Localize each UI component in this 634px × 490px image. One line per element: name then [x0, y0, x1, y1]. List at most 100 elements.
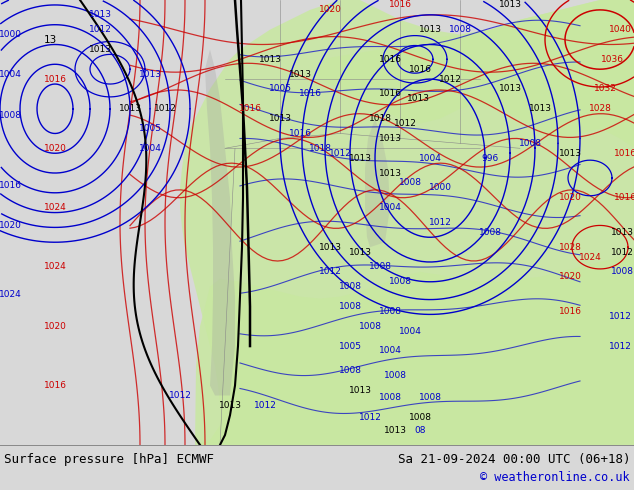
- Text: 1040: 1040: [609, 25, 631, 34]
- Text: 1036: 1036: [600, 55, 623, 64]
- Text: 1008: 1008: [389, 277, 411, 286]
- Text: 1013: 1013: [349, 154, 372, 163]
- Text: 1016: 1016: [0, 181, 22, 191]
- Polygon shape: [315, 0, 634, 148]
- Text: 1012: 1012: [429, 218, 451, 227]
- Polygon shape: [365, 119, 390, 247]
- Text: 1016: 1016: [378, 55, 401, 64]
- Text: 1024: 1024: [0, 290, 22, 299]
- Text: 1004: 1004: [0, 70, 22, 79]
- Text: 1013: 1013: [611, 228, 633, 237]
- Text: 1016: 1016: [408, 65, 432, 74]
- Text: 1016: 1016: [614, 149, 634, 158]
- Text: 1013: 1013: [498, 84, 522, 94]
- Text: 1000: 1000: [429, 183, 451, 193]
- Text: 1012: 1012: [609, 312, 631, 321]
- Text: 1013: 1013: [418, 25, 441, 34]
- Text: Sa 21-09-2024 00:00 UTC (06+18): Sa 21-09-2024 00:00 UTC (06+18): [398, 453, 630, 466]
- Text: 1012: 1012: [169, 391, 191, 400]
- Text: 13: 13: [43, 35, 56, 45]
- Text: 1016: 1016: [44, 74, 67, 84]
- Text: 1008: 1008: [408, 413, 432, 422]
- Text: 1004: 1004: [399, 327, 422, 336]
- Text: 1013: 1013: [349, 247, 372, 257]
- Text: 1013: 1013: [138, 70, 162, 79]
- Text: 1012: 1012: [89, 25, 112, 34]
- Text: 08: 08: [414, 426, 426, 435]
- Text: 1016: 1016: [288, 129, 311, 138]
- Text: 1004: 1004: [378, 203, 401, 212]
- Text: 1018: 1018: [309, 144, 332, 153]
- Text: 1012: 1012: [439, 74, 462, 84]
- Text: 1004: 1004: [378, 346, 401, 355]
- Text: 1020: 1020: [44, 322, 67, 331]
- Text: © weatheronline.co.uk: © weatheronline.co.uk: [481, 471, 630, 484]
- Text: 1024: 1024: [44, 263, 67, 271]
- Text: 1016: 1016: [389, 0, 411, 9]
- Text: 1013: 1013: [219, 401, 242, 410]
- Text: 1013: 1013: [406, 95, 429, 103]
- Text: 1020: 1020: [559, 193, 581, 202]
- Text: 996: 996: [481, 154, 498, 163]
- Text: 1008: 1008: [368, 263, 392, 271]
- Text: 1008: 1008: [358, 322, 382, 331]
- Text: 1013: 1013: [259, 55, 281, 64]
- Text: 1012: 1012: [328, 149, 351, 158]
- Text: 1008: 1008: [611, 268, 633, 276]
- Text: 1012: 1012: [254, 401, 276, 410]
- Text: 1013: 1013: [529, 104, 552, 113]
- Text: 1008: 1008: [339, 282, 361, 291]
- Text: 1005: 1005: [269, 84, 292, 94]
- Text: 1008: 1008: [384, 371, 406, 380]
- Text: 1012: 1012: [318, 268, 342, 276]
- Polygon shape: [180, 0, 634, 445]
- Text: 1013: 1013: [378, 134, 401, 143]
- Text: 1012: 1012: [609, 342, 631, 350]
- Text: 1008: 1008: [0, 111, 22, 120]
- Text: 1008: 1008: [479, 228, 501, 237]
- Text: 1008: 1008: [519, 139, 541, 148]
- Text: 1012: 1012: [611, 247, 633, 257]
- Text: 1013: 1013: [559, 149, 581, 158]
- Text: 1013: 1013: [288, 70, 311, 79]
- Text: 1004: 1004: [139, 144, 162, 153]
- Text: 1008: 1008: [339, 302, 361, 311]
- Text: 1032: 1032: [593, 84, 616, 94]
- Text: 1013: 1013: [89, 10, 112, 19]
- Text: 1028: 1028: [559, 243, 581, 252]
- Text: 1013: 1013: [378, 169, 401, 177]
- Text: 1028: 1028: [588, 104, 611, 113]
- Text: 1020: 1020: [0, 221, 22, 230]
- Text: 1013: 1013: [269, 114, 292, 123]
- Text: 1020: 1020: [44, 144, 67, 153]
- Text: 1008: 1008: [418, 393, 441, 402]
- Text: 1012: 1012: [359, 413, 382, 422]
- Polygon shape: [195, 247, 634, 445]
- Text: 1012: 1012: [394, 119, 417, 128]
- Text: 1013: 1013: [384, 426, 406, 435]
- Text: 1016: 1016: [44, 381, 67, 390]
- Polygon shape: [205, 49, 235, 395]
- Text: 1024: 1024: [579, 252, 602, 262]
- Text: 1016: 1016: [614, 193, 634, 202]
- Text: 1024: 1024: [44, 203, 67, 212]
- Text: 1013: 1013: [498, 0, 522, 9]
- Text: 1016: 1016: [299, 90, 321, 98]
- Text: 1004: 1004: [418, 154, 441, 163]
- Text: 1013: 1013: [89, 45, 112, 54]
- Text: 1016: 1016: [378, 90, 401, 98]
- Text: 1000: 1000: [0, 30, 22, 39]
- Text: 1012: 1012: [153, 104, 176, 113]
- Text: 1008: 1008: [448, 25, 472, 34]
- Text: 1016: 1016: [238, 104, 261, 113]
- Text: 1020: 1020: [318, 5, 342, 14]
- Text: 1018: 1018: [368, 114, 392, 123]
- Text: 1013: 1013: [349, 386, 372, 395]
- Text: 1013: 1013: [318, 243, 342, 252]
- Text: 1008: 1008: [399, 178, 422, 187]
- Text: 1008: 1008: [378, 393, 401, 402]
- Text: 1008: 1008: [339, 366, 361, 375]
- Text: 1005: 1005: [138, 124, 162, 133]
- Text: 1016: 1016: [559, 307, 581, 316]
- Text: Surface pressure [hPa] ECMWF: Surface pressure [hPa] ECMWF: [4, 453, 214, 466]
